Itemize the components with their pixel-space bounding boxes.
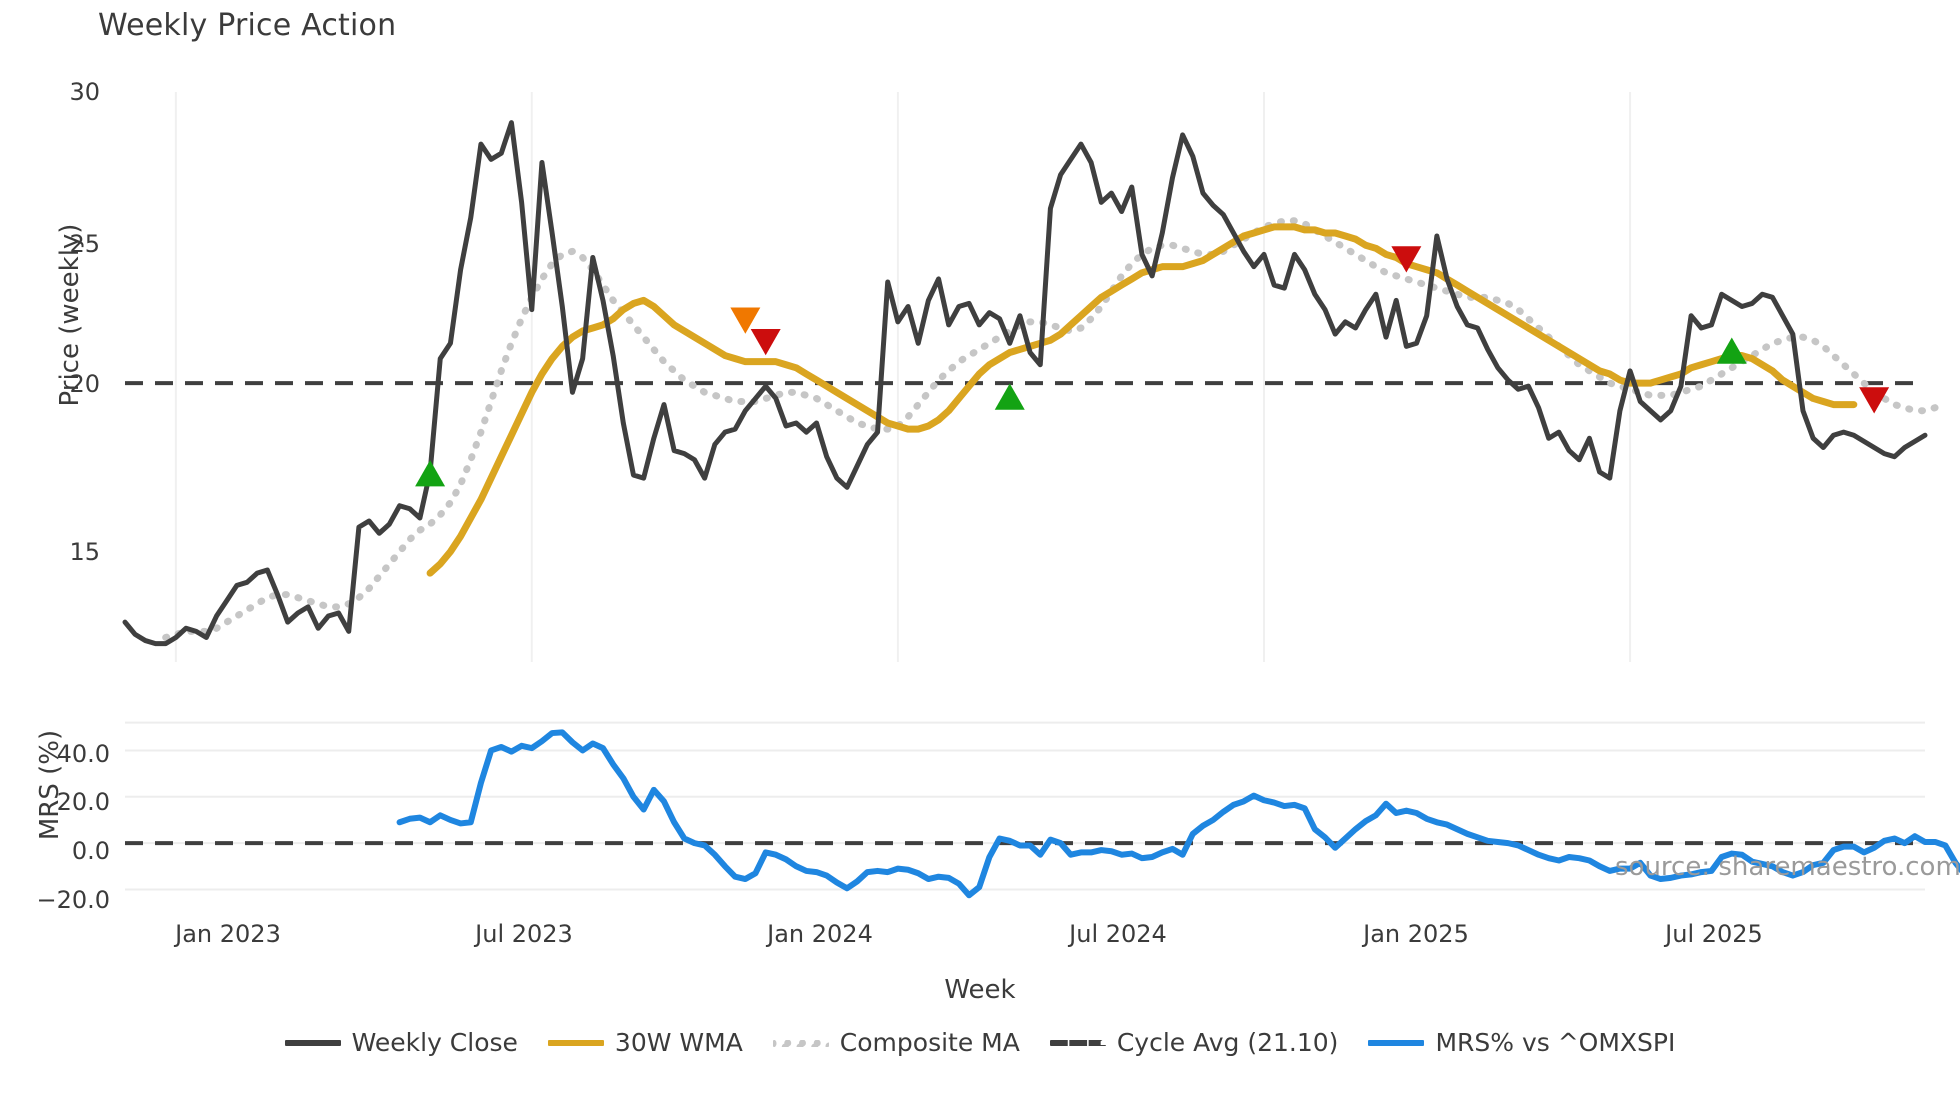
wma-line: [426, 223, 1858, 577]
xtick-jan-2023: Jan 2023: [175, 920, 281, 948]
xtick-jan-2025: Jan 2025: [1363, 920, 1469, 948]
signal-marker-sell-2[interactable]: [750, 328, 781, 356]
price-ytick-15: 15: [69, 538, 100, 566]
legend-cycle-avg-label: Cycle Avg (21.10): [1116, 1028, 1339, 1057]
chart-legend: Weekly Close 30W WMA Composite MA Cycle Avg…: [0, 1028, 1960, 1057]
weekly-close-line: [122, 120, 1928, 647]
legend-weekly-close[interactable]: Weekly Close: [284, 1028, 518, 1057]
signal-marker-warn-1[interactable]: [730, 307, 761, 334]
xtick-jul-2023: Jul 2023: [475, 920, 573, 948]
page-title: Weekly Price Action: [98, 8, 397, 43]
composite-ma-line: [162, 217, 1939, 641]
mrs-ytick-20: 20.0: [56, 788, 110, 816]
legend-composite-ma-label: Composite MA: [839, 1028, 1020, 1057]
price-ytick-25: 25: [69, 230, 100, 258]
xtick-jul-2025: Jul 2025: [1665, 920, 1763, 948]
legend-30w-wma[interactable]: 30W WMA: [547, 1028, 743, 1057]
legend-weekly-close-label: Weekly Close: [351, 1028, 518, 1057]
xtick-jul-2024: Jul 2024: [1069, 920, 1167, 948]
mrs-line: [396, 729, 1960, 899]
x-axis-label: Week: [944, 975, 1016, 1005]
price-ytick-20: 20: [69, 370, 100, 398]
mrs-chart-panel: [125, 718, 1960, 908]
signal-marker-buy-5[interactable]: [1716, 337, 1747, 364]
price-axis-label: Price (weekly): [55, 223, 85, 407]
mrs-ytick-40: 40.0: [56, 740, 110, 768]
signal-marker-sell-6[interactable]: [1859, 387, 1890, 414]
legend-cycle-avg[interactable]: Cycle Avg (21.10): [1049, 1028, 1339, 1057]
price-ytick-30: 30: [69, 78, 100, 106]
mrs-ytick-neg20: −20.0: [36, 886, 110, 914]
price-plot: [122, 92, 1939, 662]
mrs-ytick-0: 0.0: [71, 837, 110, 865]
signal-marker-buy-3[interactable]: [994, 383, 1025, 410]
xtick-jan-2024: Jan 2024: [767, 920, 873, 948]
legend-mrs[interactable]: MRS% vs ^OMXSPI: [1368, 1028, 1675, 1057]
legend-mrs-label: MRS% vs ^OMXSPI: [1435, 1028, 1676, 1057]
mrs-plot: [125, 721, 1960, 899]
legend-composite-ma[interactable]: Composite MA: [772, 1028, 1020, 1057]
signal-marker-sell-4[interactable]: [1391, 246, 1422, 273]
price-chart-panel: [122, 92, 1939, 662]
legend-30w-wma-label: 30W WMA: [614, 1028, 743, 1057]
source-watermark: source: sharemaestro.com: [1615, 852, 1960, 882]
signal-marker-buy-0[interactable]: [415, 460, 446, 487]
